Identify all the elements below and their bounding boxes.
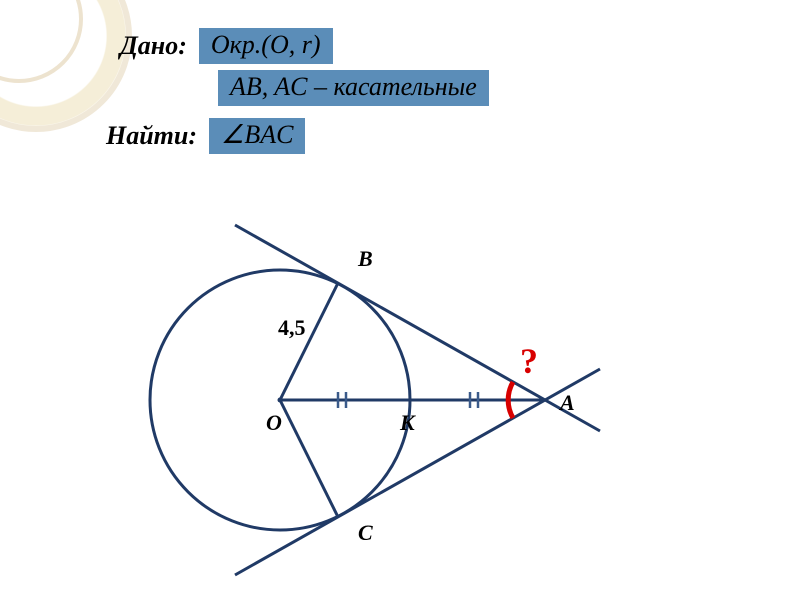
geometry-diagram: B O K A C 4,5 ? (100, 200, 660, 580)
question-mark: ? (520, 340, 538, 382)
radius-ob (280, 283, 338, 400)
find-label: Найти: (106, 121, 197, 151)
radius-oc (280, 400, 338, 517)
label-o: O (266, 410, 282, 436)
given-row-2: AB, AC – касательные (218, 70, 489, 106)
find-row: Найти: ∠BAC (106, 118, 305, 154)
label-k: K (400, 410, 415, 436)
formula-circle: Окр.(O, r) (199, 28, 333, 64)
given-label: Дано: (120, 31, 187, 61)
center-dot (278, 398, 283, 403)
diagram-svg (100, 200, 660, 580)
formula-tangents: AB, AC – касательные (218, 70, 489, 106)
label-b: B (358, 246, 373, 272)
label-a: A (560, 390, 575, 416)
formula-angle: ∠BAC (209, 118, 305, 154)
label-c: C (358, 520, 373, 546)
given-row: Дано: Окр.(O, r) (120, 28, 333, 64)
label-radius: 4,5 (278, 315, 306, 341)
